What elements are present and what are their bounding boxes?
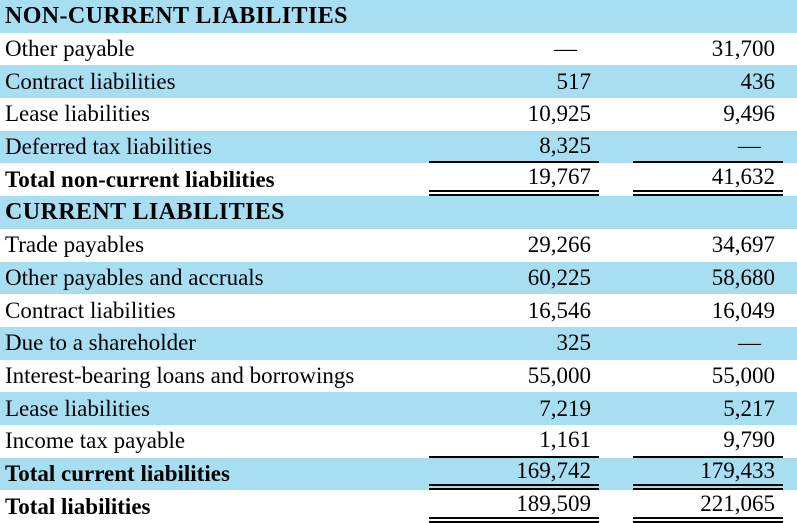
value-col2	[633, 196, 783, 229]
value-col2: 5,217	[723, 395, 775, 421]
value-col2: 16,049	[711, 297, 775, 323]
table-row: Other payable — 31,700	[0, 33, 797, 66]
value-col1	[429, 0, 599, 33]
row-label: Lease liabilities	[5, 101, 150, 127]
row-label: Total non-current liabilities	[5, 166, 275, 192]
table-row: Income tax payable 1,161 9,790	[0, 425, 797, 458]
table-row: Interest-bearing loans and borrowings 55…	[0, 360, 797, 393]
row-label: NON-CURRENT LIABILITIES	[5, 2, 348, 29]
value-col2: 55,000	[711, 362, 775, 388]
table-row: Trade payables 29,266 34,697	[0, 229, 797, 262]
total-row: Total current liabilities 169,742 179,43…	[0, 457, 797, 491]
value-col2: —	[738, 330, 761, 356]
table-row: Contract liabilities 517 436	[0, 65, 797, 99]
total-row: Total liabilities 189,509 221,065	[0, 490, 797, 523]
value-col1: 7,219	[539, 395, 591, 421]
value-col1: 325	[556, 330, 592, 356]
section-header-row: CURRENT LIABILITIES	[0, 196, 797, 229]
value-col2: 58,680	[711, 264, 775, 290]
row-label: Due to a shareholder	[5, 330, 196, 356]
value-col2: 41,632	[633, 163, 783, 197]
row-label: Interest-bearing loans and borrowings	[5, 362, 355, 388]
value-col1: 55,000	[527, 362, 591, 388]
total-row: Total non-current liabilities 19,767 41,…	[0, 163, 797, 197]
value-col1: 8,325	[429, 131, 599, 164]
value-col2: —	[633, 131, 783, 164]
row-label: Total current liabilities	[5, 460, 230, 486]
row-label: Other payables and accruals	[5, 264, 264, 290]
table-row: Other payables and accruals 60,225 58,68…	[0, 261, 797, 295]
table-row: Lease liabilities 7,219 5,217	[0, 392, 797, 425]
value-col2: 34,697	[711, 232, 775, 258]
table-row: Lease liabilities 10,925 9,496	[0, 98, 797, 131]
row-label: Trade payables	[5, 232, 145, 258]
row-label: Other payable	[5, 36, 135, 62]
value-col2	[633, 0, 783, 33]
value-col2: 436	[740, 68, 776, 94]
row-label: Contract liabilities	[5, 297, 176, 323]
value-col1: 16,546	[527, 297, 591, 323]
value-col1: 189,509	[429, 490, 599, 523]
section-header-row: NON-CURRENT LIABILITIES	[0, 0, 797, 33]
value-col1: 10,925	[527, 101, 591, 127]
value-col1: 19,767	[429, 163, 599, 197]
value-col2: 9,790	[633, 425, 783, 458]
row-label: CURRENT LIABILITIES	[5, 198, 285, 225]
value-col1: 1,161	[429, 425, 599, 458]
value-col2: 179,433	[633, 458, 783, 491]
row-label: Lease liabilities	[5, 395, 150, 421]
value-col1: 29,266	[527, 232, 591, 258]
value-col2: 31,700	[711, 36, 775, 62]
value-col1	[429, 196, 599, 229]
row-label: Deferred tax liabilities	[5, 134, 212, 160]
value-col2: 9,496	[723, 101, 775, 127]
value-col1: —	[554, 36, 577, 62]
row-label: Total liabilities	[5, 493, 151, 519]
value-col1: 517	[556, 68, 592, 94]
value-col1: 169,742	[429, 458, 599, 491]
value-col2: 221,065	[633, 490, 783, 523]
table-row: Deferred tax liabilities 8,325 —	[0, 130, 797, 164]
value-col1: 60,225	[527, 264, 591, 290]
row-label: Contract liabilities	[5, 68, 176, 94]
table-row: Due to a shareholder 325 —	[0, 326, 797, 360]
table-row: Contract liabilities 16,546 16,049	[0, 294, 797, 327]
row-label: Income tax payable	[5, 428, 186, 454]
